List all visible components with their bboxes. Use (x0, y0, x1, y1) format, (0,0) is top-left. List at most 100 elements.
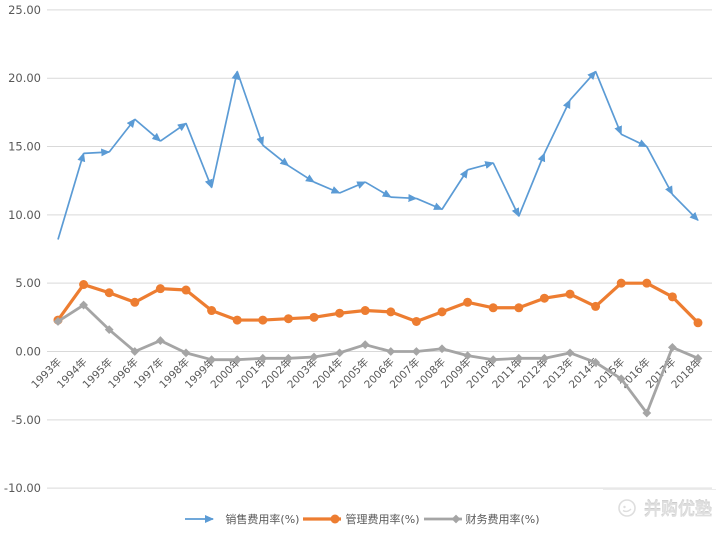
series-sales-expense-segment (620, 133, 648, 148)
series-sales-expense-segment (262, 144, 290, 167)
y-tick-label: 15.00 (8, 140, 41, 154)
series-sales-expense-segment (543, 99, 571, 154)
finance-expense-line-sample (422, 513, 466, 525)
chart-legend: 销售费用率(%) 管理费用率(%) 财务费用率(%) (0, 511, 721, 527)
admin-expense-point (386, 307, 396, 317)
admin-expense-point (514, 303, 524, 313)
series-sales-expense-segment (313, 181, 341, 194)
admin-expense-point (181, 285, 191, 295)
series-sales-expense-segment (416, 197, 443, 211)
admin-expense-point (693, 318, 703, 328)
admin-expense-point (411, 316, 421, 326)
finance-expense-point (693, 353, 703, 363)
series-sales-expense-segment (518, 152, 546, 217)
admin-expense-point (207, 306, 217, 316)
series-sales-expense-segment (671, 193, 699, 222)
sales-expense-line-sample (181, 513, 225, 525)
admin-expense-point (488, 303, 498, 313)
finance-expense-point (258, 353, 268, 363)
series-sales-expense-segment (57, 152, 86, 240)
series-admin-expense-line (56, 281, 700, 324)
series-sales-expense-segment (441, 168, 469, 210)
series-finance-expense-line (57, 303, 699, 415)
legend-label-finance-expense: 财务费用率(%) (465, 513, 540, 526)
series-sales-expense-segment (364, 181, 392, 198)
watermark-logo-icon (617, 498, 637, 518)
finance-expense-point (53, 317, 63, 326)
series-sales-expense-segment (467, 161, 495, 171)
finance-expense-point (591, 358, 600, 367)
admin-expense-point (565, 289, 575, 299)
finance-expense-point (207, 355, 216, 365)
admin-expense-point (437, 307, 447, 317)
series-sales-expense-segment (159, 122, 187, 142)
admin-expense-point (155, 284, 165, 294)
legend-label-sales-expense: 销售费用率(%) (225, 513, 300, 526)
y-tick-label: 0.00 (15, 345, 41, 359)
admin-expense-point (360, 306, 370, 316)
series-sales-expense-segment (390, 194, 418, 203)
finance-expense-point (232, 355, 242, 365)
finance-expense-point (514, 353, 524, 363)
admin-expense-point (642, 278, 652, 288)
series-sales-expense-segment (339, 181, 367, 194)
legend-item-finance-expense: 财务费用率(%) (422, 511, 540, 527)
admin-expense-point (232, 315, 242, 325)
finance-expense-point (540, 353, 549, 363)
finance-expense-point (488, 355, 498, 365)
admin-expense-line-sample (301, 513, 345, 525)
admin-expense-point (463, 297, 473, 307)
admin-expense-point (309, 312, 319, 322)
finance-expense-point (668, 343, 677, 352)
finance-expense-point (360, 340, 370, 350)
admin-expense-point (79, 280, 89, 290)
finance-expense-point (463, 351, 472, 360)
admin-expense-point (335, 308, 345, 318)
series-sales-expense-segment (492, 162, 520, 218)
series-sales-expense-segment (185, 122, 213, 189)
finance-expense-point (79, 300, 88, 310)
finance-expense-point (335, 348, 344, 358)
y-tick-label: 20.00 (8, 71, 41, 85)
y-tick-label: -5.00 (11, 413, 41, 427)
y-tick-label: 10.00 (8, 208, 41, 222)
series-sales-expense-segment (569, 70, 597, 101)
finance-expense-point (130, 347, 140, 356)
y-tick-label: -10.00 (4, 481, 41, 495)
finance-expense-point (181, 348, 191, 358)
finance-expense-point (284, 353, 293, 363)
watermark: 并购优塾 (603, 489, 716, 520)
series-sales-expense-segment (108, 118, 136, 153)
watermark-text: 并购优塾 (644, 500, 712, 520)
series-sales-expense-segment (236, 71, 264, 147)
admin-expense-point (591, 301, 601, 311)
admin-expense-point (130, 297, 140, 307)
legend-label-admin-expense: 管理费用率(%) (345, 513, 420, 526)
admin-expense-point (258, 315, 268, 325)
finance-expense-point (437, 344, 447, 354)
finance-expense-point (309, 352, 319, 362)
finance-expense-point (616, 374, 626, 384)
legend-item-sales-expense: 销售费用率(%) (181, 511, 299, 527)
admin-expense-point (283, 314, 293, 324)
finance-expense-point (386, 347, 396, 356)
series-sales-expense-segment (646, 146, 674, 196)
y-tick-label: 5.00 (15, 276, 41, 290)
admin-expense-point (667, 292, 677, 302)
series-sales-expense-segment (287, 164, 315, 183)
admin-expense-point (104, 288, 114, 298)
series-sales-expense-segment (210, 70, 240, 188)
finance-expense-point (565, 348, 575, 358)
admin-expense-point (539, 293, 549, 303)
y-tick-label: 25.00 (8, 3, 41, 17)
series-sales-expense-segment (83, 148, 111, 157)
admin-expense-point (616, 278, 626, 288)
legend-item-admin-expense: 管理费用率(%) (301, 511, 420, 527)
finance-expense-point (412, 347, 421, 356)
finance-expense-point (642, 408, 652, 418)
series-sales-expense-segment (134, 118, 162, 142)
finance-expense-point (104, 325, 114, 335)
series-sales-expense-segment (594, 71, 622, 136)
line-chart: 25.0020.0015.0010.005.000.00-5.00-10.001… (4, 3, 712, 495)
